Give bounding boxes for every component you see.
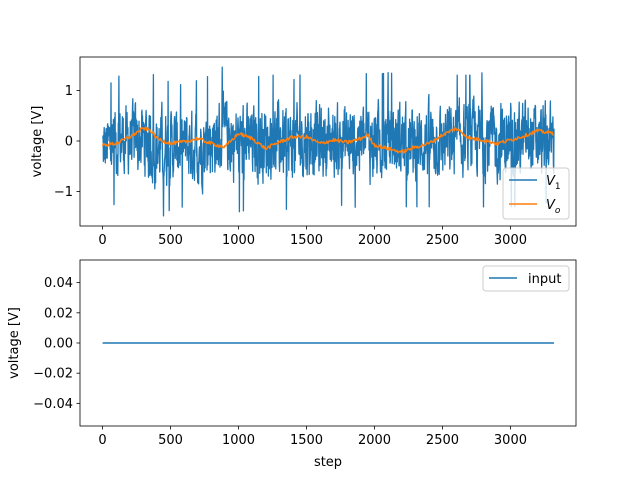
x-tick-label: 1500: [290, 233, 323, 248]
x-tick-label: 500: [158, 233, 183, 248]
bottom-y-ticks: −0.04 −0.02 0.00 0.02 0.04: [33, 276, 80, 412]
x-tick-label: 2000: [358, 433, 391, 448]
y-tick-label: 0.02: [44, 306, 73, 321]
x-tick-label: 2500: [426, 433, 459, 448]
bottom-legend: input: [482, 265, 570, 292]
y-tick-label: −0.02: [33, 367, 73, 382]
x-tick-label: 3000: [494, 233, 527, 248]
x-tick-label: 0: [98, 233, 106, 248]
x-tick-label: 3000: [494, 433, 527, 448]
top-data-layer: [101, 66, 555, 217]
legend-label: V1: [546, 174, 561, 192]
bottom-x-ticks: 0 500 1000 1500 2000 2500 3000: [98, 426, 527, 448]
y-tick-label: 0.00: [44, 337, 73, 352]
y-tick-label: −0.04: [33, 397, 73, 412]
legend-label: input: [528, 272, 561, 287]
bottom-axes: 0 500 1000 1500 2000 2500 3000 −0.04 −0.02 0.00 0…: [7, 259, 577, 470]
series-line-vo: [101, 126, 554, 154]
legend-label-main: V: [546, 174, 556, 189]
legend-label-sub: o: [555, 206, 561, 216]
x-tick-label: 1000: [222, 233, 255, 248]
bottom-x-axis-label: step: [314, 455, 342, 470]
series-line-v1: [102, 66, 555, 217]
legend-label: Vo: [546, 198, 561, 216]
top-x-ticks: 0 500 1000 1500 2000 2500 3000: [98, 226, 527, 248]
y-tick-label: 0.04: [44, 276, 73, 291]
x-tick-label: 1000: [222, 433, 255, 448]
x-tick-label: 2000: [358, 233, 391, 248]
x-tick-label: 1500: [290, 433, 323, 448]
x-tick-label: 0: [98, 433, 106, 448]
bottom-y-axis-label: voltage [V]: [7, 307, 22, 379]
y-tick-label: 0: [65, 134, 73, 149]
top-plot-frame: [79, 56, 577, 227]
y-tick-label: −1: [54, 185, 73, 200]
y-tick-label: 1: [65, 84, 73, 99]
top-axes: 0 500 1000 1500 2000 2500 3000 −1 0 1 voltage [V…: [30, 56, 577, 248]
legend-label-sub: 1: [555, 182, 561, 192]
legend-box: [482, 265, 570, 292]
top-y-ticks: −1 0 1: [54, 84, 80, 200]
top-y-axis-label: voltage [V]: [30, 106, 45, 178]
legend-label-main: V: [546, 198, 556, 213]
x-tick-label: 500: [158, 433, 183, 448]
x-tick-label: 2500: [426, 233, 459, 248]
